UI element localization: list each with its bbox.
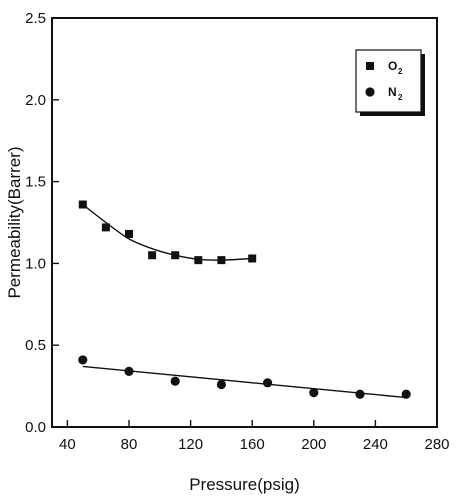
data-point-square <box>248 254 257 263</box>
data-point-circle <box>263 378 273 388</box>
x-tick-label: 200 <box>301 436 326 453</box>
legend-label-subscript: 2 <box>398 93 403 102</box>
legend-label-subscript: 2 <box>398 67 403 76</box>
x-tick-label: 160 <box>240 436 265 453</box>
x-axis-title: Pressure(psig) <box>189 475 300 494</box>
x-tick-label: 280 <box>424 436 449 453</box>
legend-label: O <box>388 59 397 73</box>
data-point-square <box>171 251 180 260</box>
y-tick-label: 0.5 <box>25 337 46 354</box>
data-point-square <box>194 256 203 265</box>
y-tick-label: 1.5 <box>25 174 46 191</box>
x-tick-label: 40 <box>59 436 76 453</box>
y-axis-title: Permeability(Barrer) <box>5 146 24 298</box>
data-point-square <box>148 251 157 260</box>
legend-label: N <box>388 85 397 99</box>
x-axis-ticks: 40 80 120 160 200 240 280 <box>59 420 450 453</box>
data-markers <box>78 200 411 399</box>
y-axis-ticks: 0.0 0.5 1.0 1.5 2.0 2.5 <box>25 10 59 436</box>
legend-square-marker <box>366 62 374 70</box>
fit-line-o2 <box>82 203 253 261</box>
y-tick-label: 1.0 <box>25 255 46 272</box>
data-point-circle <box>78 355 88 365</box>
x-tick-label: 80 <box>121 436 138 453</box>
legend-circle-marker <box>365 87 375 97</box>
fit-line-n2 <box>82 365 407 399</box>
x-tick-label: 240 <box>363 436 388 453</box>
plot-frame <box>51 17 438 428</box>
data-point-circle <box>170 376 180 386</box>
legend-items: O 2N 2 <box>365 59 403 102</box>
y-tick-label: 0.0 <box>25 419 46 436</box>
legend: O 2N 2 <box>355 49 425 116</box>
data-point-square <box>125 229 133 238</box>
x-tick-label: 120 <box>178 436 203 453</box>
y-tick-label: 2.0 <box>25 92 46 109</box>
legend-box <box>355 49 422 113</box>
data-point-square <box>217 256 226 265</box>
data-point-circle <box>216 379 226 390</box>
data-point-square <box>101 223 110 232</box>
data-point-circle <box>124 366 134 376</box>
data-point-circle <box>309 388 319 398</box>
data-point-square <box>78 200 87 209</box>
data-point-circle <box>355 389 365 399</box>
data-point-circle <box>401 389 411 399</box>
plot-area <box>51 17 438 428</box>
y-tick-label: 2.5 <box>25 10 46 27</box>
